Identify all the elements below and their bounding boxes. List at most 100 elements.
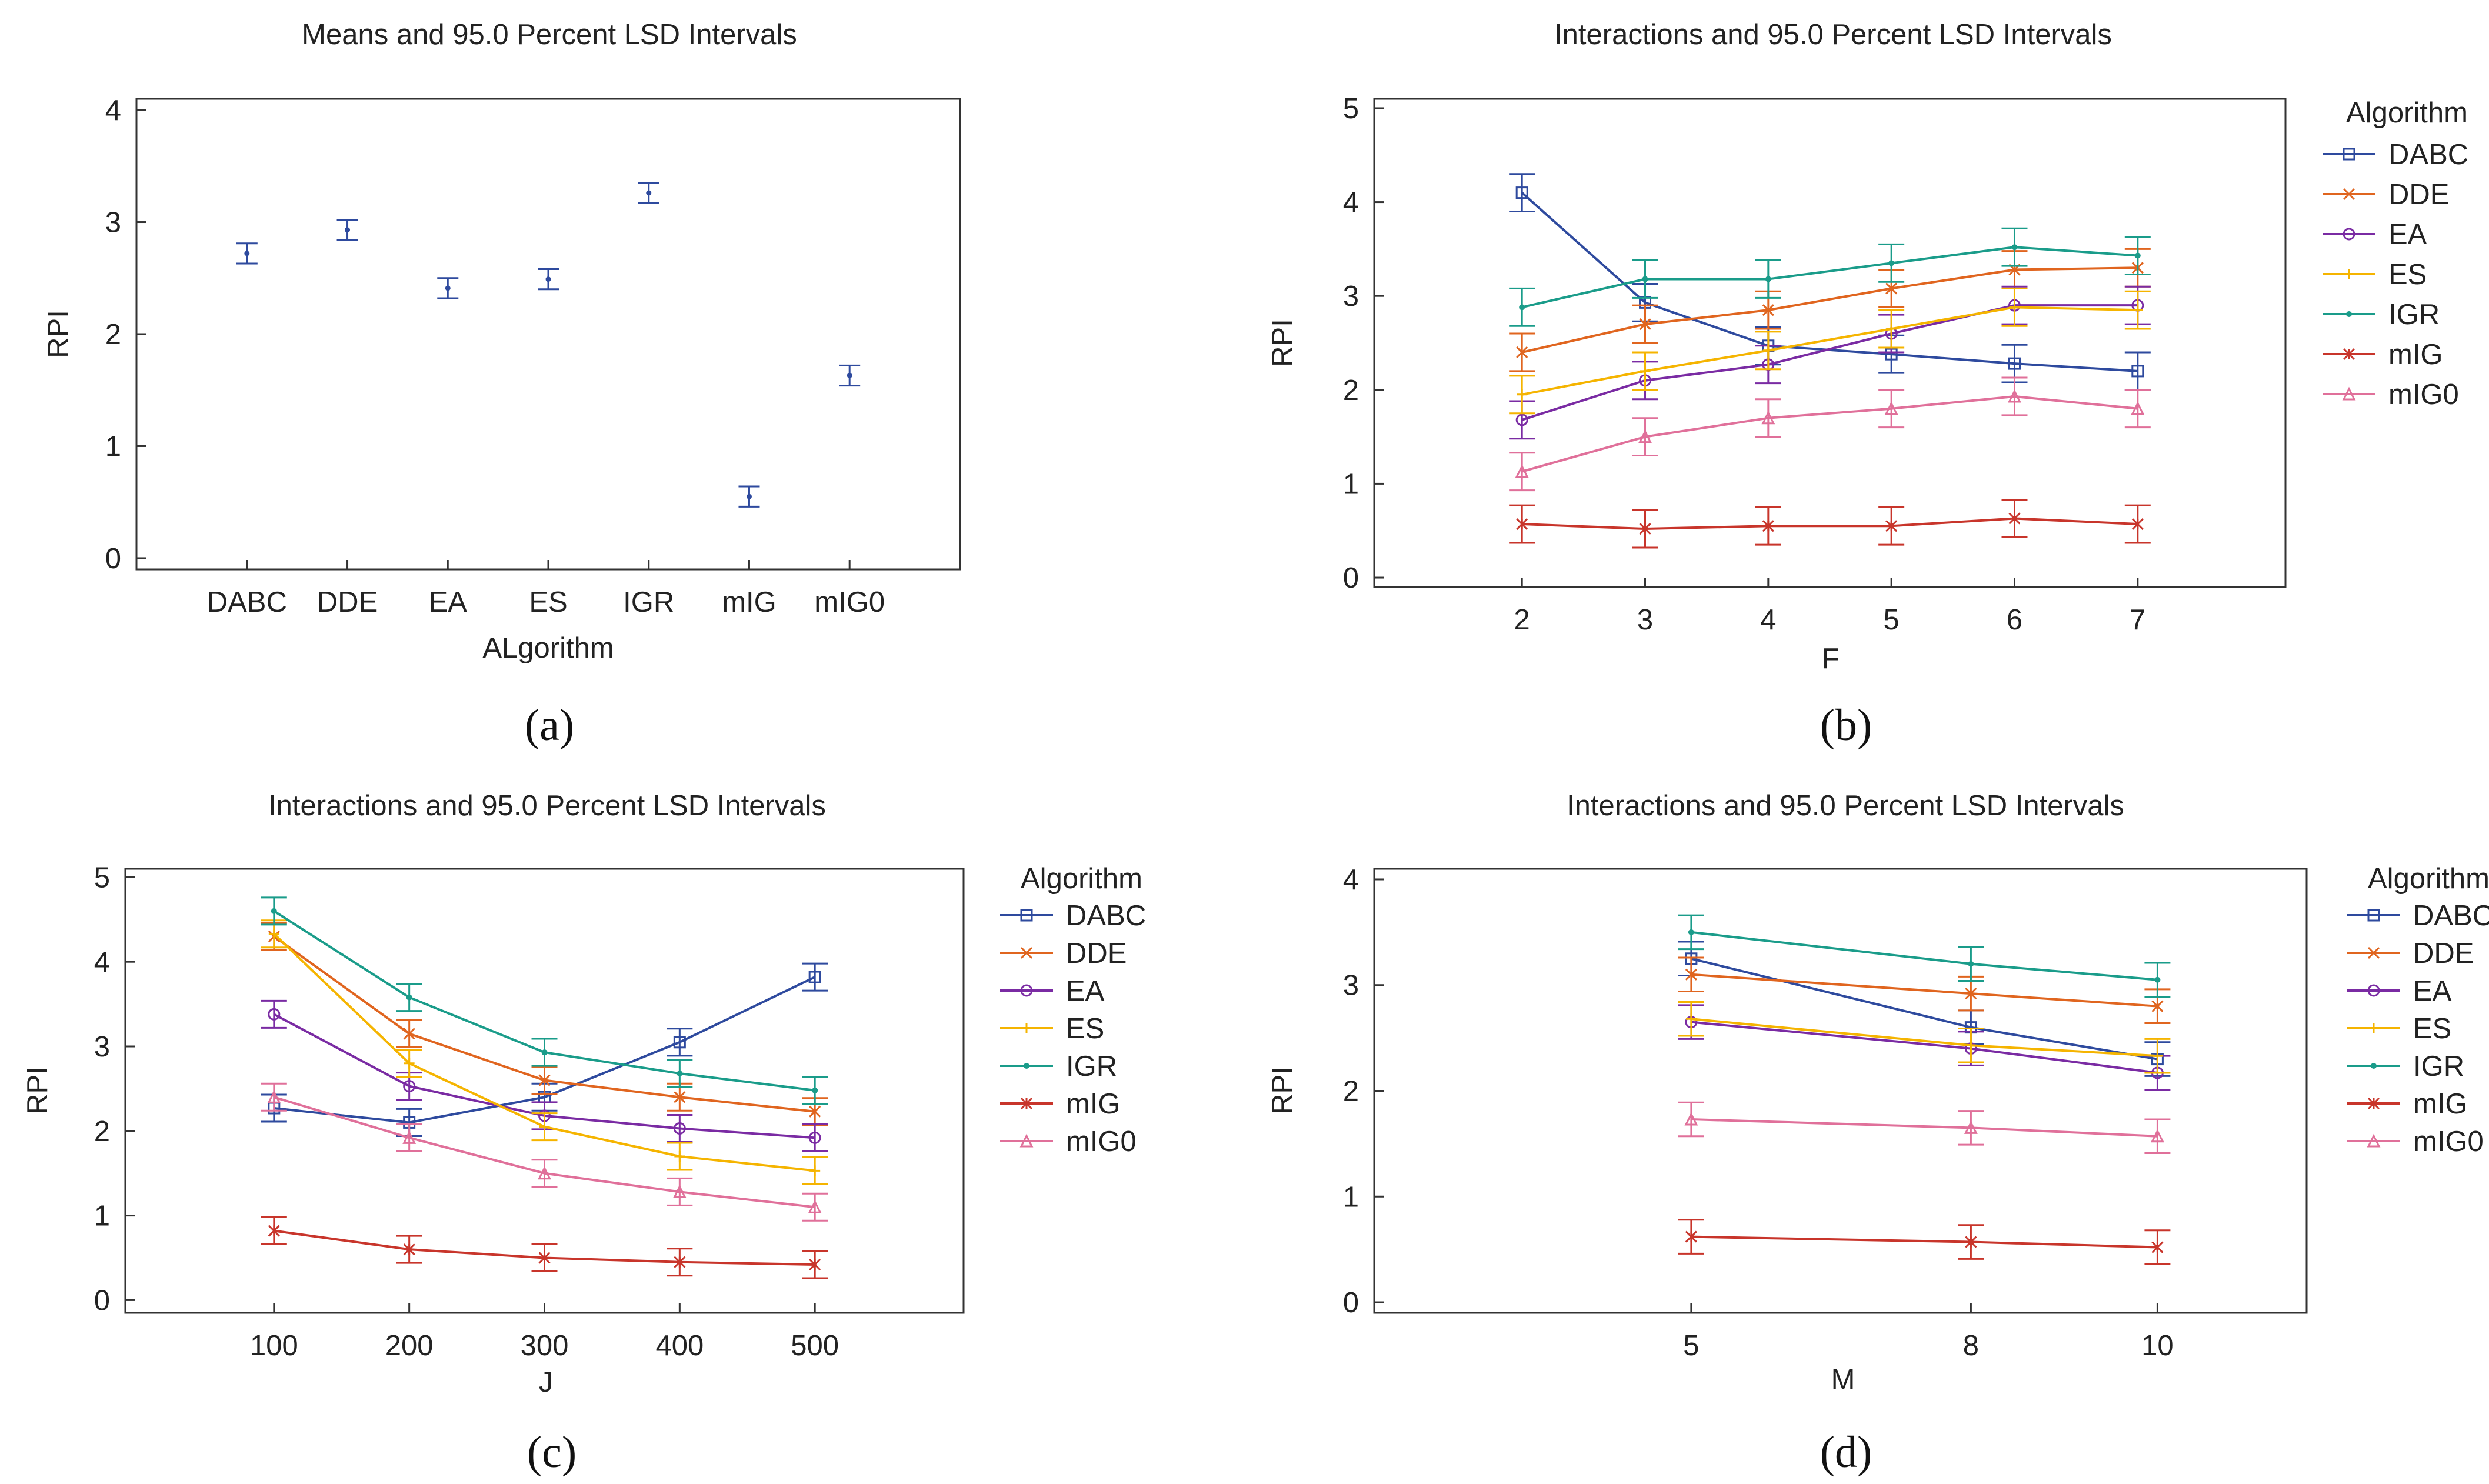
chart-c-series-IGR xyxy=(261,896,828,1105)
chart-c-title: Interactions and 95.0 Percent LSD Interv… xyxy=(268,790,826,822)
chart-b-mIG0-point-2 xyxy=(1761,411,1775,425)
chart-c-panel-label: (c) xyxy=(527,1428,577,1477)
chart-a-title: Means and 95.0 Percent LSD Intervals xyxy=(302,19,797,51)
chart-d-series-mIG xyxy=(1678,1219,2171,1265)
chart-b-mIG-point-4 xyxy=(2008,512,2021,525)
chart-c-legend-label-EA: EA xyxy=(1066,975,1105,1007)
chart-b-xtick-label-1: 3 xyxy=(1637,604,1653,636)
chart-b-marks xyxy=(1509,173,2151,549)
chart-d-marks xyxy=(1678,914,2171,1265)
chart-c-xtick-label-1: 200 xyxy=(385,1330,434,1362)
chart-b-legend-label-ES: ES xyxy=(2388,259,2427,291)
chart-a-mean-point-0 xyxy=(244,251,250,256)
chart-d-ytick-label-3: 3 xyxy=(1343,970,1359,1002)
chart-a-mean-point-4 xyxy=(646,190,652,196)
chart-b-title: Interactions and 95.0 Percent LSD Interv… xyxy=(1554,19,2112,51)
chart-b-legend-label-mIG: mIG xyxy=(2388,339,2443,371)
chart-d-series-EA xyxy=(1678,1004,2171,1091)
chart-a-mean-point-3 xyxy=(545,276,551,282)
chart-d-mIG0-line xyxy=(1691,1118,2158,1138)
chart-c-ytick-label-1: 1 xyxy=(94,1200,110,1232)
chart-d-IGR-line xyxy=(1691,931,2158,981)
chart-c-ytick-label-5: 5 xyxy=(94,862,110,893)
chart-a-mean-point-2 xyxy=(445,285,451,291)
chart-c-legend-marker-EA xyxy=(1020,984,1033,997)
chart-b-legend-label-DDE: DDE xyxy=(2388,179,2449,211)
chart-d-legend-marker-mIG0 xyxy=(2367,1133,2381,1148)
chart-d-xtick-label-0: 5 xyxy=(1683,1330,1699,1362)
chart-c-ES-point-2 xyxy=(539,1121,550,1132)
chart-a-ytick-label-1: 1 xyxy=(105,431,121,462)
chart-b-panel-label: (b) xyxy=(1820,701,1872,750)
chart-d-legend-label-EA: EA xyxy=(2413,975,2452,1007)
chart-c-x-label: J xyxy=(539,1366,554,1398)
chart-d-series-DABC xyxy=(1678,941,2171,1077)
chart-c: Interactions and 95.0 Percent LSD Interv… xyxy=(22,790,1146,1477)
chart-d-mIG-point-1 xyxy=(1965,1236,1977,1248)
chart-b-xtick-label-5: 7 xyxy=(2130,604,2145,636)
chart-b-mIG0-point-3 xyxy=(1884,401,1898,415)
chart-d-ES-point-2 xyxy=(2152,1051,2163,1062)
chart-a-ytick-label-3: 3 xyxy=(105,207,121,239)
chart-c-mIG-point-1 xyxy=(403,1243,415,1256)
chart-b-xtick-label-3: 5 xyxy=(1884,604,1900,636)
chart-c-legend-label-mIG0: mIG0 xyxy=(1066,1126,1137,1158)
chart-c-mIG0-point-1 xyxy=(402,1130,417,1144)
chart-a-mean-point-6 xyxy=(847,372,852,378)
chart-b-legend-label-EA: EA xyxy=(2388,219,2427,251)
chart-a-xtick-label-6: mIG0 xyxy=(814,586,885,618)
chart-c-legend-marker-DDE xyxy=(1020,946,1033,959)
chart-b-ES-point-4 xyxy=(2009,302,2020,313)
chart-c-DDE-point-3 xyxy=(674,1091,686,1103)
chart-c-ES-point-0 xyxy=(268,928,279,939)
chart-a-xtick-label-2: EA xyxy=(429,586,468,618)
chart-c-legend-label-IGR: IGR xyxy=(1066,1051,1117,1082)
chart-d-y-label: RPI xyxy=(1267,1066,1298,1115)
chart-d-ytick-label-1: 1 xyxy=(1343,1181,1359,1213)
chart-c-IGR-point-0 xyxy=(271,908,277,914)
chart-b-legend-title: Algorithm xyxy=(2346,97,2468,129)
chart-c-ES-point-3 xyxy=(674,1150,685,1162)
chart-c-y-ticks: 0 1 2 3 4 5 xyxy=(94,862,135,1316)
chart-d-plot-frame xyxy=(1373,868,2308,1314)
chart-d-DDE-point-2 xyxy=(2151,1000,2164,1012)
chart-c-DABC-point-4 xyxy=(808,971,821,983)
chart-d-mIG0-point-0 xyxy=(1684,1112,1698,1126)
chart-b-ytick-label-4: 4 xyxy=(1343,187,1359,219)
chart-b-series-ES xyxy=(1509,287,2151,415)
chart-c-legend-marker-DABC xyxy=(1020,909,1033,922)
chart-b-IGR-line xyxy=(1521,246,2138,309)
chart-b-legend-label-mIG0: mIG0 xyxy=(2388,379,2459,411)
chart-b-legend-marker-DABC xyxy=(2343,148,2355,161)
chart-c-ytick-label-4: 4 xyxy=(94,946,110,978)
chart-d-ytick-label-2: 2 xyxy=(1343,1076,1359,1108)
chart-b-y-ticks: 0 1 2 3 4 5 xyxy=(1343,93,1384,594)
chart-d-IGR-point-1 xyxy=(1968,961,1974,967)
chart-d-xtick-label-2: 10 xyxy=(2141,1330,2174,1362)
chart-d-series-IGR xyxy=(1678,914,2171,998)
chart-a-ytick-label-0: 0 xyxy=(105,543,121,575)
chart-a: Means and 95.0 Percent LSD Intervals 0 1 2… xyxy=(42,19,961,750)
chart-c-legend-marker-IGR xyxy=(1024,1063,1029,1069)
chart-c-legend-title: Algorithm xyxy=(1021,863,1142,895)
chart-c-IGR-point-3 xyxy=(677,1071,683,1077)
chart-b-DABC-point-5 xyxy=(2131,365,2144,378)
chart-d-legend-marker-DDE xyxy=(2367,946,2380,959)
chart-c-ytick-label-2: 2 xyxy=(94,1116,110,1148)
chart-b-ytick-label-1: 1 xyxy=(1343,468,1359,500)
chart-a-y-ticks: 0 1 2 3 4 xyxy=(105,95,146,575)
chart-a-x-ticks: DABC DDE EA ES IGR mIG mIG0 xyxy=(207,560,885,618)
chart-c-IGR-point-2 xyxy=(541,1049,548,1056)
chart-a-plot-frame xyxy=(135,98,961,571)
chart-c-legend-marker-mIG0 xyxy=(1019,1133,1034,1148)
chart-a-ytick-label-2: 2 xyxy=(105,319,121,351)
chart-b-ES-point-5 xyxy=(2132,305,2143,316)
chart-d-mIG-point-0 xyxy=(1685,1230,1697,1243)
chart-b-IGR-point-5 xyxy=(2134,252,2141,259)
chart-c-mIG0-line xyxy=(274,1096,815,1209)
chart-b-DABC-line xyxy=(1521,192,2138,372)
chart-c-DABC-line xyxy=(274,976,816,1124)
chart-b: Interactions and 95.0 Percent LSD Interv… xyxy=(1267,19,2468,750)
chart-d-legend-marker-ES xyxy=(2368,1023,2379,1033)
